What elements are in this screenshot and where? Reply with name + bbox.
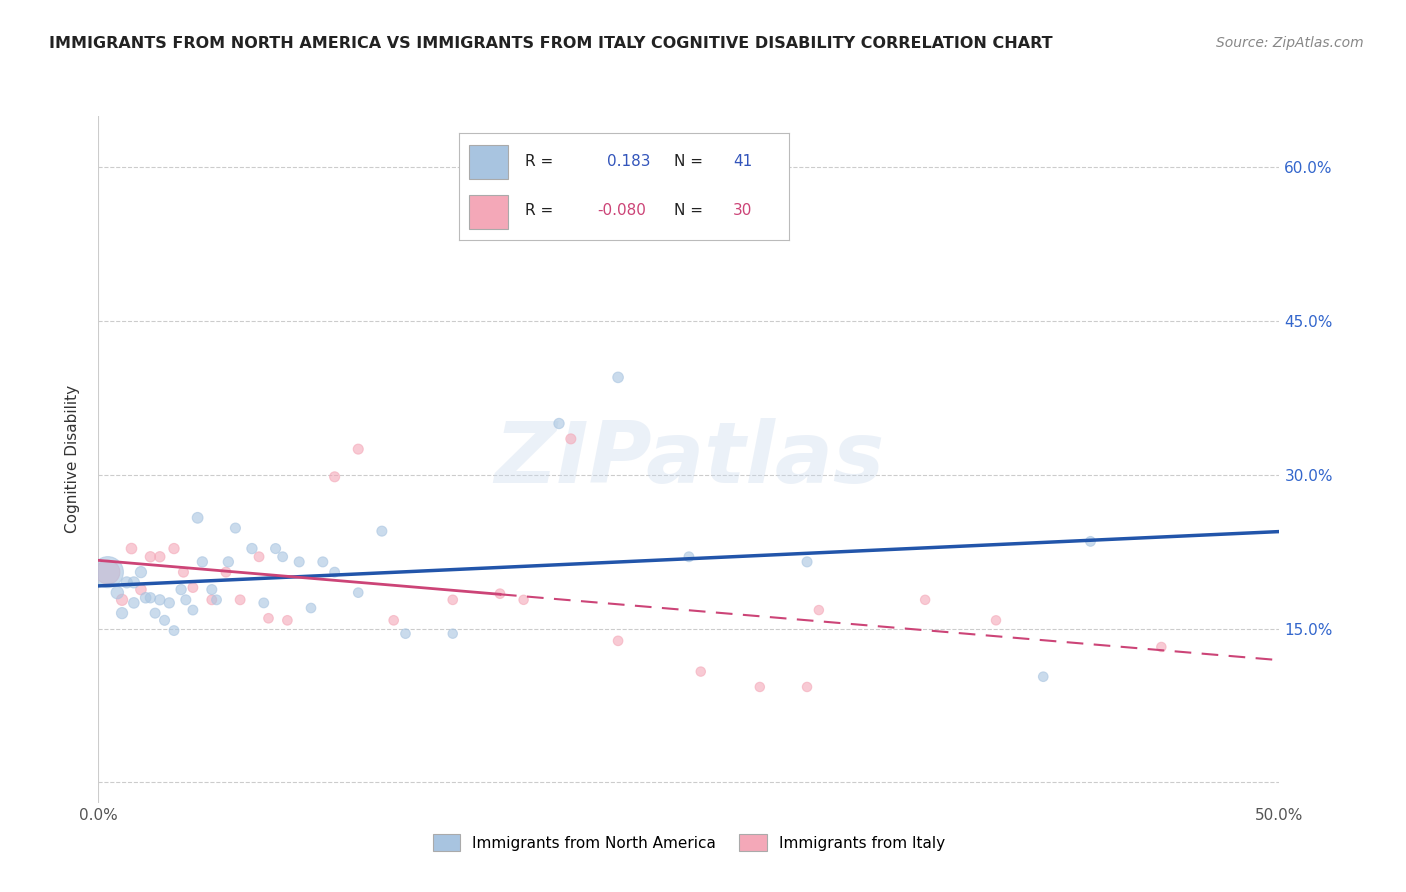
Point [1150,640,1173,654]
Point [129,565,152,579]
Point [394,626,416,640]
Point [1032,670,1054,684]
Legend: Immigrants from North America, Immigrants from Italy: Immigrants from North America, Immigrant… [426,828,952,857]
Text: Source: ZipAtlas.com: Source: ZipAtlas.com [1216,36,1364,50]
Point [111,606,134,620]
Point [678,549,700,564]
Point [257,611,280,625]
Point [170,582,193,597]
Point [215,565,238,579]
Point [217,555,239,569]
Point [288,555,311,569]
Text: ZIPatlas: ZIPatlas [494,417,884,501]
Point [312,555,335,569]
Point [914,592,936,607]
Point [607,633,630,648]
Point [489,587,512,601]
Point [323,565,346,579]
Point [143,606,166,620]
Point [163,541,186,556]
Point [807,603,830,617]
Point [748,680,770,694]
Point [229,592,252,607]
Point [129,582,152,597]
Point [253,596,276,610]
Point [347,585,370,599]
Point [191,555,214,569]
Point [441,592,464,607]
Point [187,511,209,525]
Point [115,575,138,590]
Point [149,549,172,564]
Point [122,596,145,610]
Point [276,613,298,627]
Point [240,541,263,556]
Point [139,591,162,605]
Point [163,624,186,638]
Point [97,565,120,579]
Point [323,470,346,484]
Point [796,680,818,694]
Point [984,613,1007,627]
Point [247,549,270,564]
Point [271,549,294,564]
Point [153,613,176,627]
Point [796,555,818,569]
Point [181,603,204,617]
Point [382,613,405,627]
Point [122,575,145,590]
Point [111,592,134,607]
Point [201,582,224,597]
Point [347,442,370,457]
Point [174,592,197,607]
Point [205,592,228,607]
Point [224,521,246,535]
Point [121,541,143,556]
Point [299,601,322,615]
Point [97,565,120,579]
Point [371,524,394,538]
Point [105,585,128,599]
Point [1080,534,1102,549]
Point [139,549,162,564]
Point [149,592,172,607]
Point [264,541,287,556]
Point [441,626,464,640]
Point [181,581,204,595]
Point [157,596,180,610]
Point [512,592,534,607]
Point [607,370,630,384]
Point [548,417,571,431]
Y-axis label: Cognitive Disability: Cognitive Disability [65,385,80,533]
Point [172,565,194,579]
Text: IMMIGRANTS FROM NORTH AMERICA VS IMMIGRANTS FROM ITALY COGNITIVE DISABILITY CORR: IMMIGRANTS FROM NORTH AMERICA VS IMMIGRA… [49,36,1053,51]
Point [201,592,224,607]
Point [560,432,582,446]
Point [135,591,157,605]
Point [689,665,711,679]
